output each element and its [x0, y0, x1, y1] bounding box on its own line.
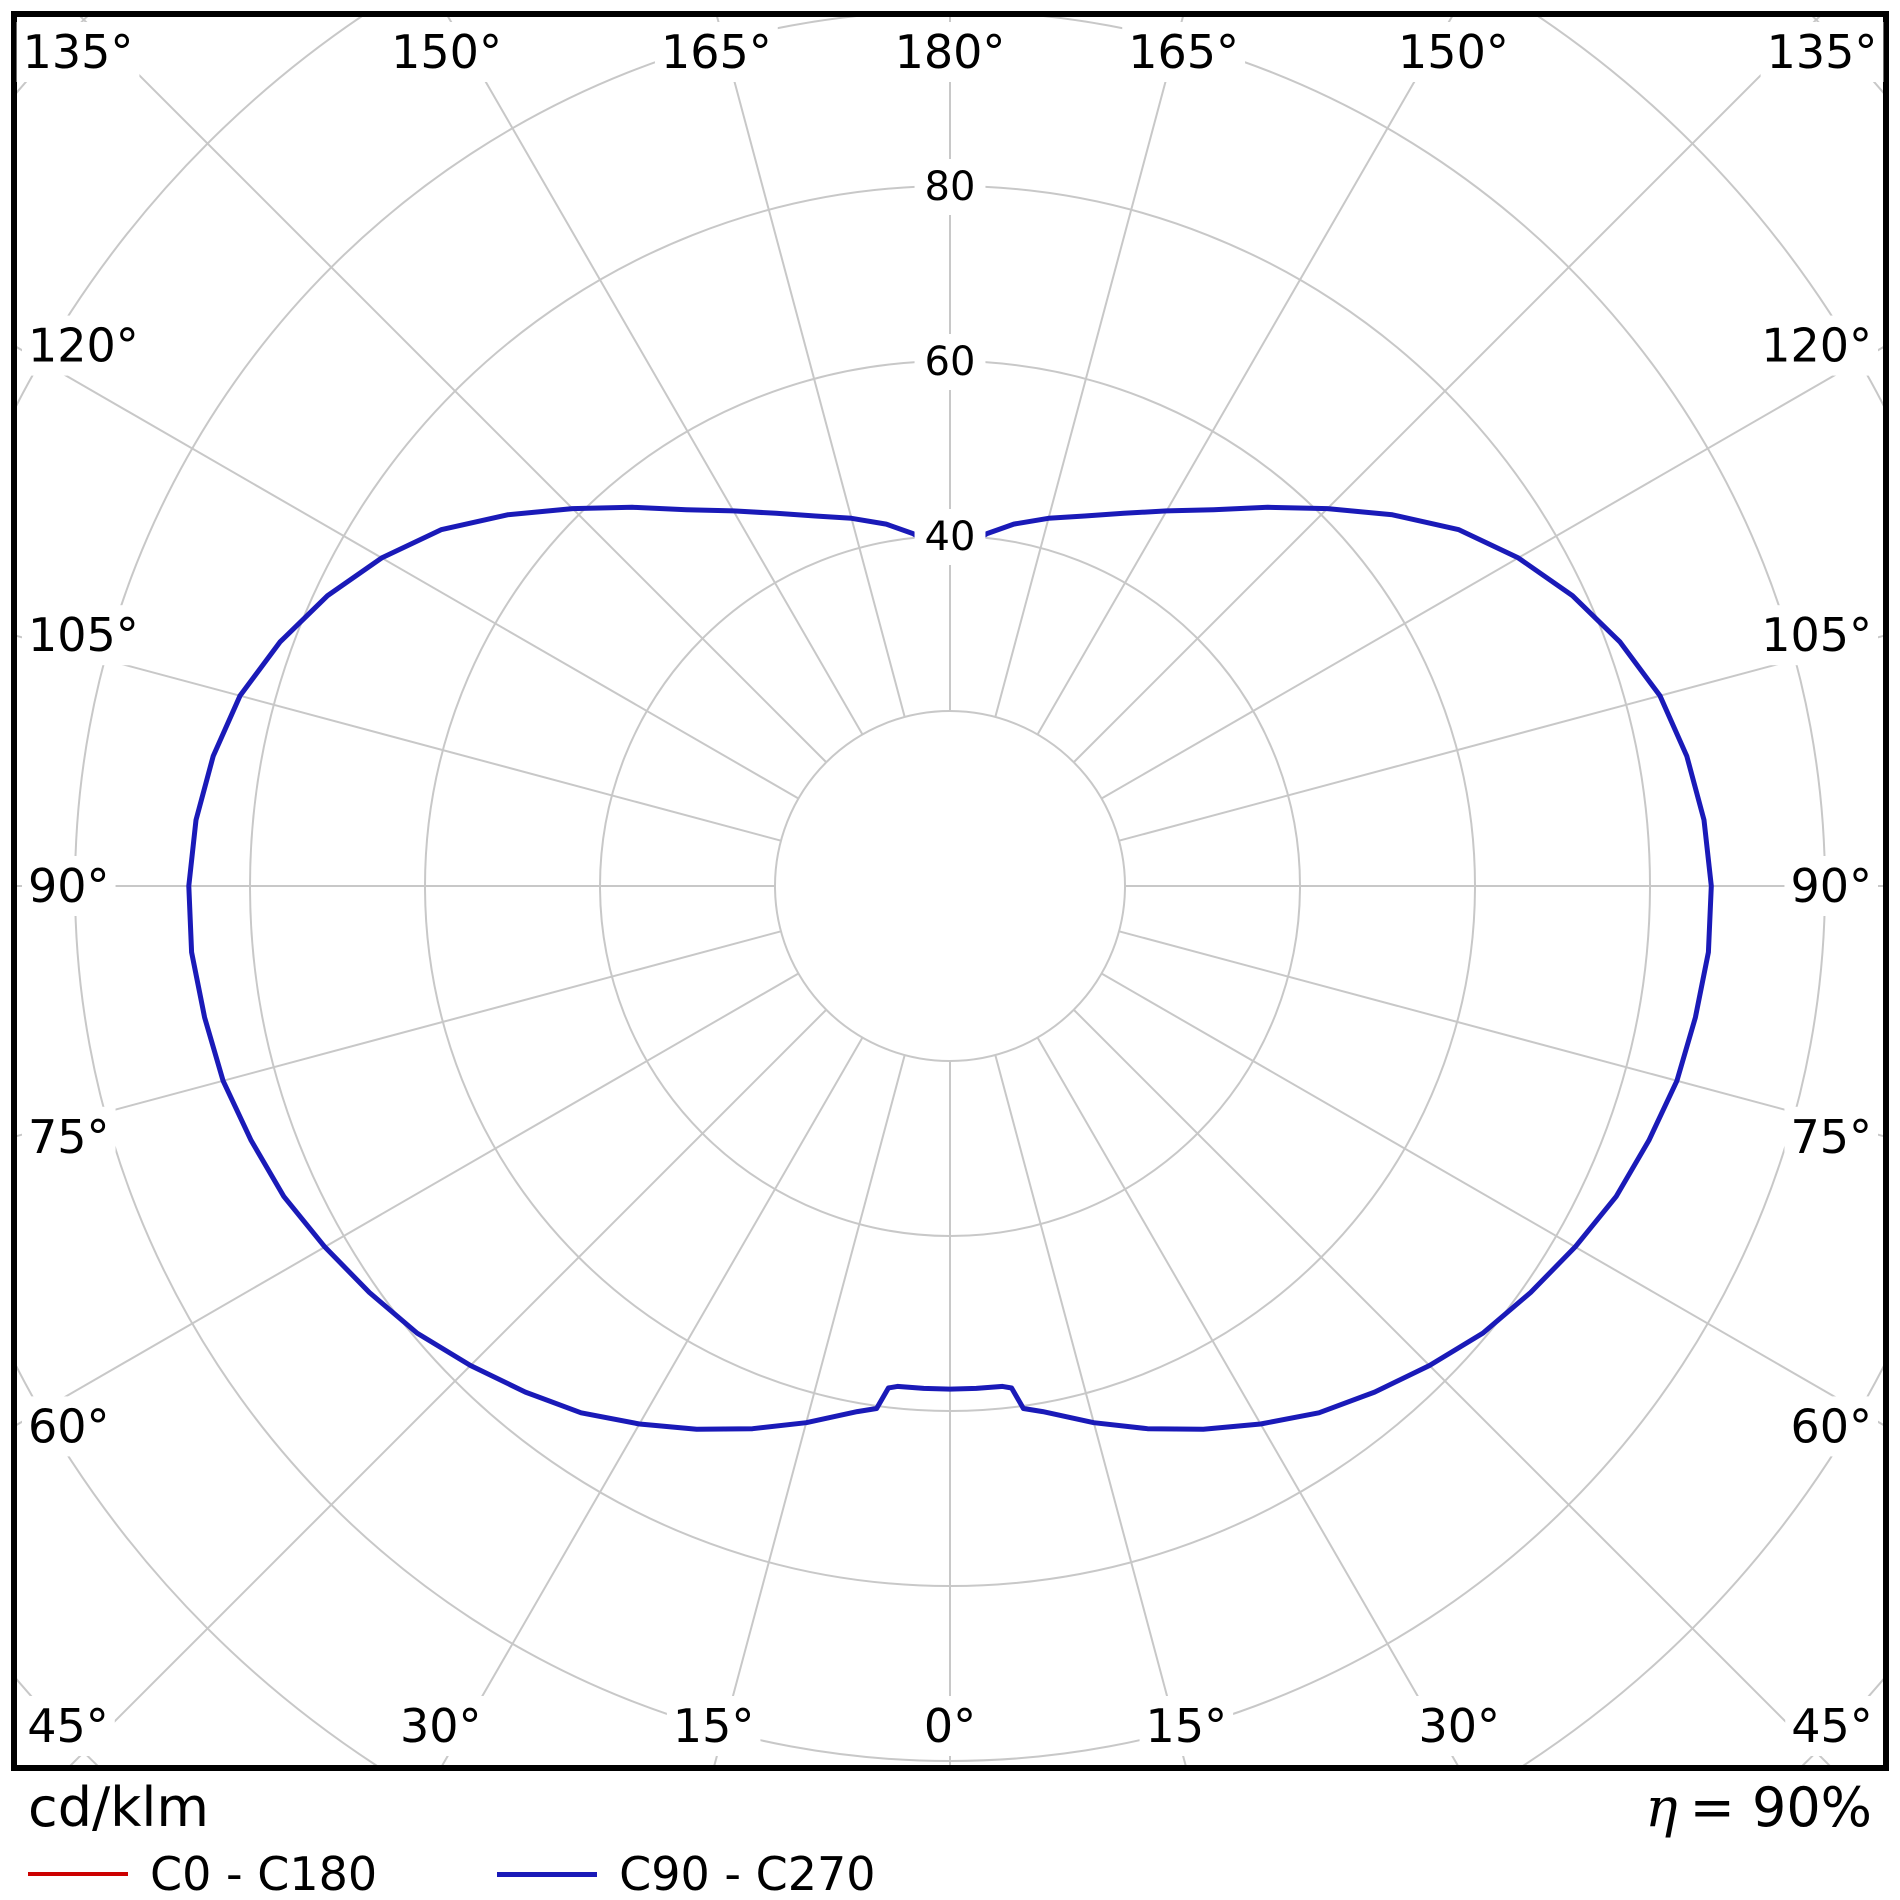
- units-label: cd/klm: [28, 1776, 210, 1839]
- angle-label-135: 135°: [1767, 25, 1878, 79]
- angle-label-60: 60°: [28, 1399, 110, 1453]
- polar-grid: [17, 17, 1883, 1765]
- plot-border: [11, 11, 1889, 1771]
- grid-radial-line: [441, 1037, 864, 1765]
- legend: C0 - C180 C90 - C270: [28, 1847, 1872, 1900]
- angle-label-0: 0°: [924, 1699, 976, 1753]
- eta-symbol: η: [1645, 1776, 1678, 1839]
- angle-label-30: 30°: [1418, 1699, 1500, 1753]
- grid-radial-line: [17, 930, 782, 1138]
- angle-label-165: 165°: [1128, 25, 1239, 79]
- legend-item-c0-c180: C0 - C180: [28, 1847, 377, 1900]
- legend-label-c90-c270: C90 - C270: [619, 1847, 876, 1900]
- grid-radial-line: [994, 17, 1184, 718]
- radial-tick-label: 40: [925, 514, 976, 560]
- grid-radial-line: [1101, 972, 1883, 1426]
- angle-label-15: 15°: [673, 1699, 755, 1753]
- angle-label-105: 105°: [28, 608, 139, 662]
- grid-radial-line: [17, 346, 799, 800]
- angle-label-75: 75°: [1790, 1110, 1872, 1164]
- efficiency-label: η = 90%: [1645, 1778, 1872, 1837]
- angle-label-60: 60°: [1790, 1399, 1872, 1453]
- angle-label-75: 75°: [28, 1110, 110, 1164]
- angle-label-90: 90°: [1790, 859, 1872, 913]
- angle-label-15: 15°: [1146, 1699, 1228, 1753]
- grid-radial-line: [1073, 1009, 1831, 1765]
- grid-radial-line: [994, 1054, 1187, 1765]
- legend-label-c0-c180: C0 - C180: [150, 1847, 378, 1900]
- polar-photometric-chart: 40 60 80 0° 15° 15° 30° 30° 45° 45° 60° 60° 75° 75° 90…: [11, 11, 1889, 1771]
- angle-label-30: 30°: [400, 1699, 482, 1753]
- grid-radial-line: [1073, 17, 1821, 763]
- angle-label-105: 105°: [1761, 608, 1872, 662]
- chart-footer: cd/klm η = 90% C0 - C180 C90 - C270: [0, 1778, 1900, 1900]
- angle-label-150: 150°: [391, 25, 502, 79]
- angle-label-120: 120°: [1761, 319, 1872, 373]
- grid-radial-line: [1036, 1037, 1459, 1765]
- grid-radial-line: [69, 1009, 827, 1765]
- angle-label-45: 45°: [27, 1699, 109, 1753]
- footer-top-row: cd/klm η = 90%: [28, 1776, 1872, 1839]
- grid-radial-line: [716, 17, 906, 718]
- grid-radial-line: [447, 17, 864, 735]
- angle-label-120: 120°: [28, 319, 139, 373]
- angle-label-180: 180°: [895, 25, 1006, 79]
- legend-item-c90-c270: C90 - C270: [497, 1847, 876, 1900]
- legend-line-c0-c180: [28, 1872, 128, 1877]
- grid-radial-line: [79, 17, 827, 763]
- grid-radial-line: [17, 972, 799, 1426]
- grid-radial-line: [17, 634, 782, 842]
- grid-radial-line: [713, 1054, 906, 1765]
- grid-radial-line: [1101, 346, 1883, 800]
- angle-label-45: 45°: [1791, 1699, 1873, 1753]
- radial-tick-label: 80: [925, 164, 976, 210]
- grid-radial-line: [1118, 634, 1883, 842]
- angle-label-150: 150°: [1398, 25, 1509, 79]
- radial-tick-label: 60: [925, 339, 976, 385]
- legend-line-c90-c270: [497, 1871, 598, 1877]
- angle-label-90: 90°: [28, 859, 110, 913]
- grid-radial-line: [1036, 17, 1453, 735]
- angle-label-165: 165°: [661, 25, 772, 79]
- angle-label-135: 135°: [23, 25, 134, 79]
- eta-value: = 90%: [1689, 1776, 1872, 1839]
- curve-c90-c270: [186, 504, 1714, 1432]
- grid-radial-line: [1118, 930, 1883, 1138]
